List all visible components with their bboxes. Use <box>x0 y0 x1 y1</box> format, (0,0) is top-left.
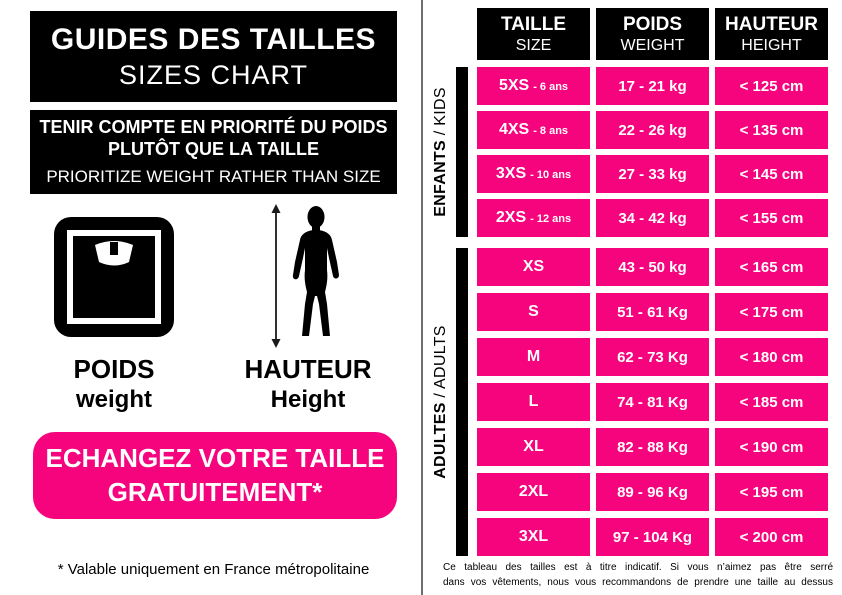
height-cell: < 125 cm <box>715 67 828 105</box>
weight-caption-en: weight <box>76 386 152 414</box>
weight-cell: 62 - 73 Kg <box>596 338 709 376</box>
weight-caption: POIDS weight <box>34 354 194 414</box>
size-cell: 3XL <box>477 518 590 556</box>
kids-rows: 5XS - 6 ans 17 - 21 kg < 125 cm 4XS - 8 ans 22… <box>477 67 828 237</box>
notice-fr-line2: PLUTÔT QUE LA TAILLE <box>108 138 319 159</box>
weight-cell: 51 - 61 Kg <box>596 293 709 331</box>
footnote: * Valable uniquement en France métropoli… <box>57 561 370 578</box>
size-value: L <box>528 393 539 410</box>
height-cell: < 200 cm <box>715 518 828 556</box>
header-height-en: HEIGHT <box>741 36 802 54</box>
size-cell: XL <box>477 428 590 466</box>
kids-label-separator: / <box>432 130 449 136</box>
exchange-banner-line2: GRATUITEMENT* <box>107 476 323 507</box>
size-value: 2XL <box>518 483 549 500</box>
kids-group-label: ENFANTS / KIDS <box>432 87 450 217</box>
notice-fr-line1: TENIR COMPTE EN PRIORITÉ DU POIDS <box>39 116 388 137</box>
notice-banner: TENIR COMPTE EN PRIORITÉ DU POIDS PLUTÔT… <box>30 110 397 194</box>
measuring-arrow-icon <box>271 204 281 348</box>
title-fr: GUIDES DES TAILLES <box>50 22 377 56</box>
notice-en: PRIORITIZE WEIGHT RATHER THAN SIZE <box>46 167 381 187</box>
size-value: XL <box>523 438 544 455</box>
kids-label-fr: ENFANTS <box>432 140 449 217</box>
person-silhouette <box>292 206 339 336</box>
size-cell: M <box>477 338 590 376</box>
height-cell: < 195 cm <box>715 473 828 511</box>
height-cell: < 190 cm <box>715 428 828 466</box>
person-height-icon <box>271 204 339 348</box>
height-cell: < 145 cm <box>715 155 828 193</box>
size-cell: 3XS - 10 ans <box>477 155 590 193</box>
adults-label-separator: / <box>432 392 449 398</box>
kids-label-en: KIDS <box>432 87 449 126</box>
adults-label-en: ADULTS <box>432 325 449 389</box>
size-cell: 4XS - 8 ans <box>477 111 590 149</box>
size-value: 3XS <box>495 165 527 182</box>
size-value: 5XS <box>498 77 530 94</box>
size-cell: L <box>477 383 590 421</box>
height-caption-en: Height <box>270 386 346 414</box>
height-caption-fr: HAUTEUR <box>244 354 372 384</box>
disclaimer-line2: dans vos vêtements, nous vous recommando… <box>443 577 833 588</box>
size-cell: XS <box>477 248 590 286</box>
header-size: TAILLE SIZE <box>477 8 590 60</box>
adults-rows: XS 43 - 50 kg < 165 cm S 51 - 61 Kg < 175 cm M… <box>477 248 828 556</box>
age-value: - 10 ans <box>530 169 572 181</box>
weight-cell: 17 - 21 kg <box>596 67 709 105</box>
height-cell: < 155 cm <box>715 199 828 237</box>
exchange-size-banner: ECHANGEZ VOTRE TAILLE GRATUITEMENT* <box>33 432 397 519</box>
height-cell: < 135 cm <box>715 111 828 149</box>
header-size-fr: TAILLE <box>500 13 567 35</box>
weight-cell: 74 - 81 Kg <box>596 383 709 421</box>
height-caption: HAUTEUR Height <box>228 354 388 414</box>
weight-cell: 34 - 42 kg <box>596 199 709 237</box>
adults-label-fr: ADULTES <box>432 402 449 479</box>
weight-caption-fr: POIDS <box>73 354 155 384</box>
kids-group-bar <box>456 67 468 237</box>
age-value: - 8 ans <box>533 125 569 137</box>
size-value: 2XS <box>495 209 527 226</box>
weight-cell: 82 - 88 Kg <box>596 428 709 466</box>
title-en: SIZES CHART <box>118 59 309 90</box>
weight-cell: 97 - 104 Kg <box>596 518 709 556</box>
adults-group-label: ADULTES / ADULTS <box>432 325 450 479</box>
size-cell: 2XL <box>477 473 590 511</box>
weight-cell: 27 - 33 kg <box>596 155 709 193</box>
weight-scale-icon <box>54 217 174 337</box>
weight-cell: 43 - 50 kg <box>596 248 709 286</box>
size-value: 4XS <box>498 121 530 138</box>
weight-cell: 22 - 26 kg <box>596 111 709 149</box>
size-cell: 2XS - 12 ans <box>477 199 590 237</box>
title-banner: GUIDES DES TAILLES SIZES CHART <box>30 11 397 102</box>
adults-group-bar <box>456 248 468 556</box>
size-value: S <box>528 303 539 320</box>
disclaimer-line1: Ce tableau des tailles est à titre indic… <box>443 562 833 573</box>
age-value: - 12 ans <box>530 213 572 225</box>
header-weight: POIDS WEIGHT <box>596 8 709 60</box>
weight-cell: 89 - 96 Kg <box>596 473 709 511</box>
table-header-row: TAILLE SIZE POIDS WEIGHT HAUTEUR HEIGHT <box>477 8 828 60</box>
size-value: M <box>526 348 541 365</box>
exchange-banner-line1: ECHANGEZ VOTRE TAILLE <box>45 443 385 474</box>
header-weight-en: WEIGHT <box>620 36 685 54</box>
size-value: 3XL <box>518 528 549 545</box>
header-size-en: SIZE <box>515 36 552 54</box>
age-value: - 6 ans <box>533 81 569 93</box>
height-cell: < 185 cm <box>715 383 828 421</box>
height-cell: < 165 cm <box>715 248 828 286</box>
panel-divider <box>421 0 423 595</box>
header-height: HAUTEUR HEIGHT <box>715 8 828 60</box>
height-cell: < 180 cm <box>715 338 828 376</box>
disclaimer: Ce tableau des tailles est à titre indic… <box>443 560 833 590</box>
size-value: XS <box>522 258 545 275</box>
header-height-fr: HAUTEUR <box>725 13 818 35</box>
height-cell: < 175 cm <box>715 293 828 331</box>
size-cell: 5XS - 6 ans <box>477 67 590 105</box>
size-cell: S <box>477 293 590 331</box>
header-weight-fr: POIDS <box>622 13 683 35</box>
